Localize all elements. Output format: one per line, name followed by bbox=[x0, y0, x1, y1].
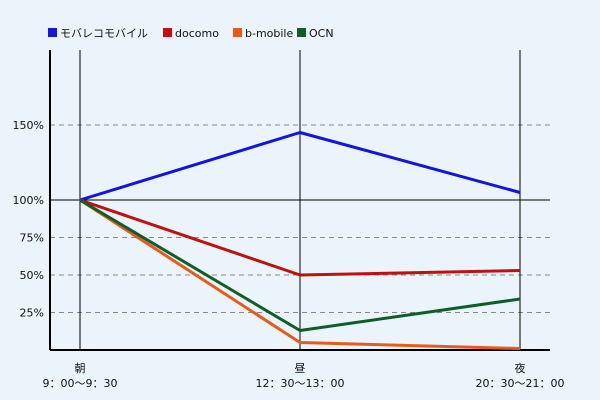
y-tick-label-1: 50% bbox=[20, 269, 44, 282]
grid bbox=[50, 124, 550, 313]
x-tick-label-bottom-0: 9：00〜9：30 bbox=[43, 377, 118, 390]
series-line-0 bbox=[79, 131, 521, 202]
series-line-2 bbox=[79, 198, 521, 350]
legend-swatch-0 bbox=[48, 28, 57, 37]
y-tick-label-4: 150% bbox=[13, 119, 44, 132]
legend-swatch-1 bbox=[163, 28, 172, 37]
x-tick-label-top-0: 朝 bbox=[75, 362, 86, 375]
x-tick-label-bottom-1: 12：30〜13：00 bbox=[256, 377, 345, 390]
y-tick-labels: 25% 50% 75% 100% 150% bbox=[13, 119, 44, 320]
legend-label-2: b-mobile bbox=[245, 27, 293, 40]
x-tick-label-top-1: 昼 bbox=[295, 362, 306, 375]
x-tick-label-top-2: 夜 bbox=[515, 361, 526, 375]
y-tick-label-0: 25% bbox=[20, 307, 44, 320]
y-tick-label-3: 100% bbox=[13, 194, 44, 207]
legend-label-0: モバレコモバイル bbox=[60, 27, 148, 40]
legend: モバレコモバイル docomo b-mobile OCN bbox=[48, 27, 334, 40]
y-tick-label-2: 75% bbox=[20, 232, 44, 245]
x-tick-labels: 朝 9：00〜9：30 昼 12：30〜13：00 夜 20：30〜21：00 bbox=[43, 361, 565, 390]
legend-label-3: OCN bbox=[309, 27, 334, 40]
series-line-3 bbox=[79, 198, 521, 332]
legend-swatch-2 bbox=[233, 28, 242, 37]
legend-label-1: docomo bbox=[175, 27, 219, 40]
x-tick-label-bottom-2: 20：30〜21：00 bbox=[476, 377, 565, 390]
legend-swatch-3 bbox=[297, 28, 306, 37]
series-lines bbox=[79, 131, 521, 350]
series-line-1 bbox=[79, 198, 521, 277]
